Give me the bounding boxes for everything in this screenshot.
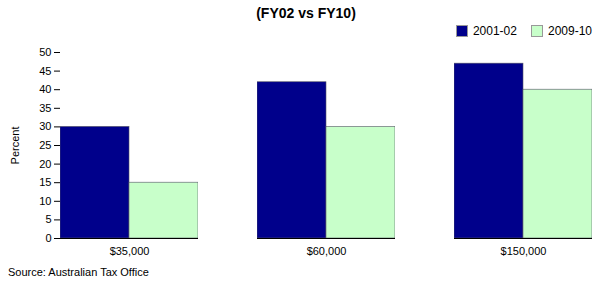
svg-text:5: 5 [45, 213, 51, 225]
html-text:Source: Australian Tax Office: Source: Australian Tax Office [8, 266, 149, 278]
svg-text:$60,000: $60,000 [307, 245, 347, 257]
html-text:2009-10: 2009-10 [548, 24, 592, 38]
html-text:2001-02: 2001-02 [472, 24, 517, 38]
svg-text:40: 40 [39, 83, 51, 95]
svg-text:10: 10 [39, 195, 51, 207]
html-text:(FY02 vs FY10): (FY02 vs FY10) [256, 5, 356, 21]
svg-text:0: 0 [45, 232, 51, 244]
svg-text:35: 35 [39, 102, 51, 114]
svg-text:Percent: Percent [9, 127, 21, 165]
svg-text:$150,000: $150,000 [501, 245, 547, 257]
svg-text:50: 50 [39, 46, 51, 58]
svg-text:15: 15 [39, 176, 51, 188]
svg-text:20: 20 [39, 158, 51, 170]
svg-text:$35,000: $35,000 [110, 245, 150, 257]
svg-text:45: 45 [39, 65, 51, 77]
svg-text:30: 30 [39, 120, 51, 132]
svg-text:25: 25 [39, 139, 51, 151]
